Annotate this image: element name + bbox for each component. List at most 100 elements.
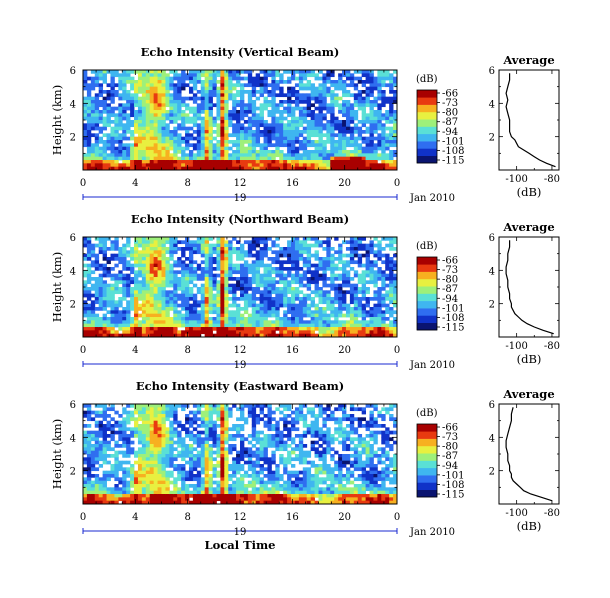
heatmap-cell — [298, 253, 304, 258]
heatmap-cell — [208, 163, 213, 168]
heatmap-cell — [165, 160, 170, 164]
heatmap-cell — [196, 103, 202, 108]
heatmap-cell — [228, 313, 233, 318]
heatmap-cell — [271, 150, 276, 154]
heatmap-cell — [365, 120, 370, 124]
heatmap-cell — [137, 70, 143, 74]
heatmap-cell — [381, 253, 386, 258]
heatmap-cell — [106, 427, 111, 432]
heatmap-cell — [173, 430, 178, 435]
heatmap-cell — [126, 136, 131, 141]
heatmap-cell — [389, 140, 394, 144]
heatmap-cell — [94, 430, 100, 435]
heatmap-cell — [212, 130, 217, 134]
heatmap-cell — [118, 444, 123, 448]
heatmap-cell — [275, 123, 280, 128]
heatmap-cell — [157, 126, 162, 131]
heatmap-cell — [102, 70, 107, 74]
heatmap-cell — [349, 287, 355, 291]
heatmap-cell — [122, 307, 127, 311]
heatmap-cell — [224, 156, 229, 161]
heatmap-cell — [236, 307, 241, 311]
heatmap-cell — [310, 300, 315, 305]
colorbar-swatch — [417, 293, 437, 302]
heatmap-cell — [345, 263, 351, 268]
heatmap-cell — [228, 247, 233, 251]
heatmap-cell — [126, 153, 131, 158]
heatmap-cell — [357, 263, 363, 268]
heatmap-cell — [114, 280, 119, 285]
heatmap-cell — [188, 253, 194, 258]
heatmap-cell — [208, 80, 213, 84]
heatmap-cell — [98, 477, 104, 482]
heatmap-cell — [377, 313, 382, 318]
heatmap-cell — [247, 320, 253, 325]
heatmap-cell — [192, 160, 198, 164]
heatmap-cell — [247, 250, 253, 255]
heatmap-cell — [302, 293, 308, 298]
heatmap-cell — [98, 263, 104, 268]
heatmap-cell — [173, 160, 178, 164]
heatmap-cell — [141, 440, 147, 445]
heatmap-cell — [393, 153, 398, 158]
heatmap-cell — [373, 237, 378, 241]
heatmap-cell — [181, 427, 186, 432]
heatmap-cell — [212, 327, 217, 331]
heatmap-cell — [137, 280, 143, 285]
heatmap-cell — [212, 297, 217, 301]
heatmap-cell — [294, 153, 300, 158]
heatmap-cell — [318, 150, 323, 154]
heatmap-cell — [349, 163, 355, 168]
heatmap-cell — [122, 424, 127, 428]
heatmap-cell — [232, 247, 237, 251]
heatmap-cell — [224, 280, 229, 285]
heatmap-cell — [236, 323, 241, 328]
heatmap-cell — [271, 126, 276, 131]
heatmap-cell — [118, 257, 123, 261]
heatmap-cell — [177, 437, 182, 442]
heatmap-cell — [126, 267, 131, 271]
heatmap-cell — [338, 136, 343, 141]
heatmap-cell — [208, 260, 213, 265]
heatmap-cell — [271, 106, 276, 111]
heatmap-cell — [188, 250, 194, 255]
heatmap-cell — [169, 110, 174, 114]
heatmap-cell — [106, 323, 111, 328]
heatmap-cell — [267, 287, 272, 291]
heatmap-cell — [338, 123, 343, 128]
heatmap-cell — [247, 313, 253, 318]
heatmap-cell — [192, 410, 198, 415]
heatmap-cell — [243, 113, 249, 118]
heatmap-cell — [110, 333, 115, 338]
heatmap-cell — [306, 260, 312, 265]
heatmap-cell — [216, 240, 221, 245]
heatmap-cell — [177, 86, 182, 91]
heatmap-cell — [130, 156, 135, 161]
heatmap-cell — [118, 424, 123, 428]
heatmap-cell — [110, 93, 115, 98]
heatmap-cell — [342, 70, 347, 74]
heatmap-cell — [106, 140, 111, 144]
heatmap-cell — [196, 237, 202, 241]
heatmap-cell — [134, 96, 139, 101]
heatmap-cell — [86, 414, 92, 418]
heatmap-cell — [110, 113, 115, 118]
heatmap-cell — [220, 323, 225, 328]
heatmap-cell — [200, 70, 206, 74]
heatmap-cell — [287, 156, 292, 161]
heatmap-cell — [330, 80, 335, 84]
heatmap-cell — [251, 86, 257, 91]
heatmap-cell — [106, 414, 111, 418]
heatmap-cell — [240, 166, 245, 171]
heatmap-cell — [338, 153, 343, 158]
heatmap-cell — [361, 270, 367, 275]
heatmap-cell — [86, 444, 92, 448]
heatmap-cell — [157, 257, 162, 261]
heatmap-cell — [377, 287, 382, 291]
heatmap-cell — [322, 283, 327, 288]
heatmap-cell — [263, 80, 268, 84]
heatmap-cell — [134, 163, 139, 168]
heatmap-cell — [326, 237, 331, 241]
heatmap-cell — [90, 484, 96, 488]
heatmap-cell — [267, 267, 272, 271]
